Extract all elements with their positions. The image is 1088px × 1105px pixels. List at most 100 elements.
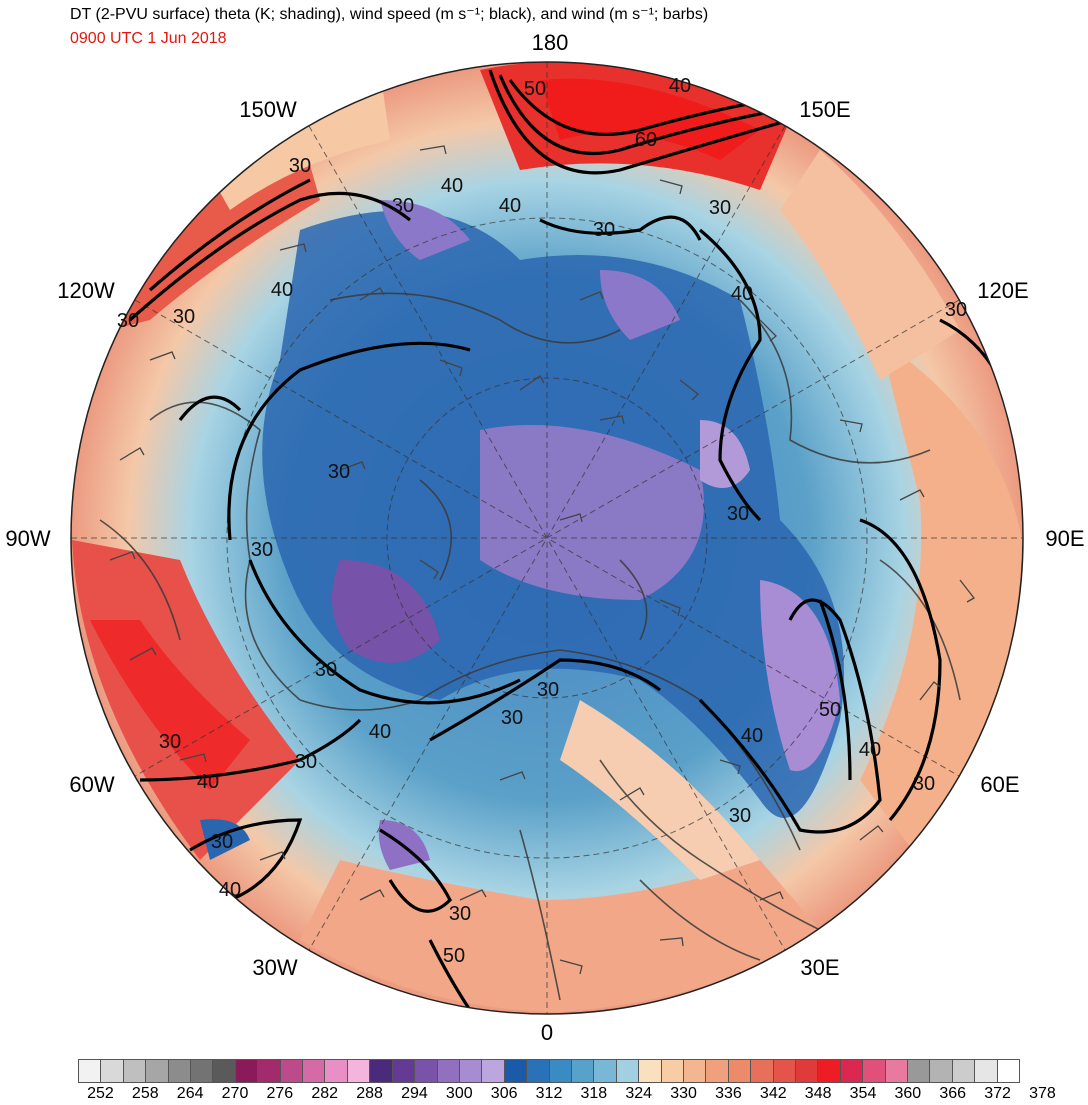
colorbar-swatch xyxy=(101,1060,124,1082)
isotach-label: 30 xyxy=(289,155,311,177)
colorbar-swatch xyxy=(706,1060,729,1082)
longitude-label: 60W xyxy=(69,772,114,797)
valid-time: 0900 UTC 1 Jun 2018 xyxy=(70,30,227,47)
colorbar-tick-label: 330 xyxy=(670,1085,697,1102)
colorbar-tick-label: 270 xyxy=(221,1085,249,1102)
colorbar-tick-label: 288 xyxy=(356,1085,383,1102)
colorbar-swatch xyxy=(549,1060,572,1082)
colorbar-swatch xyxy=(504,1060,528,1082)
colorbar-swatch xyxy=(997,1060,1020,1082)
colorbar-tick-label: 360 xyxy=(894,1085,922,1102)
isotach-label: 30 xyxy=(593,219,615,241)
longitude-labels: 180 150E 120E 90E 60E 30E 0 30W 60W 90W 120W 150W xyxy=(5,30,1084,1045)
longitude-label: 90W xyxy=(5,526,50,551)
polar-map: 50 40 60 30 40 30 40 30 30 40 30 40 30 30 30 30 30 30 30 30… xyxy=(5,30,1084,1045)
colorbar-tick-label: 300 xyxy=(445,1085,473,1102)
isotach-label: 30 xyxy=(501,707,523,729)
colorbar-tick-label: 354 xyxy=(849,1085,877,1102)
longitude-label: 60E xyxy=(980,772,1019,797)
colorbar-swatch xyxy=(661,1060,684,1082)
isotach-label: 30 xyxy=(315,659,337,681)
colorbar-tick-label: 336 xyxy=(715,1085,742,1102)
colorbar-swatch xyxy=(437,1060,460,1082)
isotach-labels: 50 40 60 30 40 30 40 30 30 40 30 40 30 30 30 30 30 30 30 30… xyxy=(117,75,967,967)
colorbar-swatch xyxy=(751,1060,774,1082)
colorbar-swatch xyxy=(191,1060,214,1082)
isotach-label: 40 xyxy=(271,279,293,301)
isotach-label: 40 xyxy=(741,725,763,747)
isotach-label: 40 xyxy=(669,75,691,97)
colorbar-swatch xyxy=(952,1060,976,1082)
colorbar-swatch xyxy=(639,1060,662,1082)
isotach-label: 30 xyxy=(729,805,751,827)
colorbar-swatch xyxy=(303,1060,326,1082)
colorbar-swatch xyxy=(930,1060,953,1082)
isotach-contours xyxy=(128,69,1002,1011)
isotach-label: 40 xyxy=(197,771,219,793)
colorbar-swatch xyxy=(683,1060,707,1082)
isotach-label: 30 xyxy=(537,679,559,701)
colorbar-swatch xyxy=(482,1060,505,1082)
isotach-label: 60 xyxy=(635,129,657,151)
colorbar-swatch xyxy=(168,1060,192,1082)
colorbar-tick-labels: 252 258 264 270 276 282 288 294 300 306 312 318 324 3… xyxy=(0,1085,1088,1105)
colorbar-swatch xyxy=(79,1060,102,1082)
isotach-label: 40 xyxy=(219,879,241,901)
colorbar-swatch xyxy=(728,1060,752,1082)
colorbar-tick-label: 312 xyxy=(535,1085,563,1102)
colorbar-swatch xyxy=(796,1060,819,1082)
isotach-label: 30 xyxy=(727,503,749,525)
isotach-label: 30 xyxy=(913,773,935,795)
theta-shading xyxy=(71,62,1023,1014)
colorbar-swatch xyxy=(146,1060,169,1082)
colorbar-swatch xyxy=(347,1060,371,1082)
colorbar-swatch xyxy=(840,1060,864,1082)
map-boundary xyxy=(70,61,1024,1015)
isotach-label: 40 xyxy=(441,175,463,197)
isotach-label: 30 xyxy=(449,903,471,925)
colorbar-swatch xyxy=(123,1060,147,1082)
isotach-label: 50 xyxy=(524,78,546,100)
colorbar-swatch xyxy=(571,1060,595,1082)
colorbar-swatch xyxy=(818,1060,841,1082)
colorbar-tick-label: 294 xyxy=(401,1085,428,1102)
isotach-label: 30 xyxy=(173,306,195,328)
isotach-label: 40 xyxy=(369,721,391,743)
isotach-label: 40 xyxy=(499,195,521,217)
isotach-label: 30 xyxy=(159,731,181,753)
colorbar-swatch xyxy=(392,1060,416,1082)
colorbar-tick-label: 306 xyxy=(490,1085,518,1102)
longitude-label: 120E xyxy=(977,278,1028,303)
colorbar-swatch xyxy=(527,1060,550,1082)
isotach-label: 40 xyxy=(859,739,881,761)
isotach-label: 30 xyxy=(211,831,233,853)
isotach-label: 30 xyxy=(392,195,414,217)
isotach-label: 50 xyxy=(819,699,841,721)
colorbar-tick-label: 324 xyxy=(625,1085,653,1102)
colorbar-swatch xyxy=(863,1060,886,1082)
longitude-label: 30E xyxy=(800,955,839,980)
colorbar-tick-label: 264 xyxy=(176,1085,204,1102)
colorbar-swatch xyxy=(415,1060,438,1082)
colorbar-swatch xyxy=(280,1060,304,1082)
colorbar-tick-label: 378 xyxy=(1029,1085,1056,1102)
theta-colorbar xyxy=(78,1059,1020,1083)
longitude-label: 180 xyxy=(532,30,569,55)
colorbar-swatch xyxy=(975,1060,998,1082)
colorbar-tick-label: 282 xyxy=(311,1085,339,1102)
colorbar-tick-label: 318 xyxy=(580,1085,608,1102)
colorbar-swatch xyxy=(773,1060,796,1082)
colorbar-tick-label: 252 xyxy=(87,1085,114,1102)
isotach-label: 40 xyxy=(731,283,753,305)
colorbar-swatch xyxy=(370,1060,393,1082)
longitude-label: 150E xyxy=(799,97,850,122)
isotach-label: 30 xyxy=(117,310,139,332)
colorbar-swatch xyxy=(213,1060,236,1082)
longitude-label: 0 xyxy=(541,1020,553,1045)
map-title: DT (2-PVU surface) theta (K; shading), w… xyxy=(70,6,709,23)
colorbar-swatch xyxy=(594,1060,617,1082)
colorbar-swatch xyxy=(235,1060,259,1082)
colorbar-swatch xyxy=(885,1060,909,1082)
isotach-label: 30 xyxy=(328,461,350,483)
isotach-label: 30 xyxy=(709,197,731,219)
